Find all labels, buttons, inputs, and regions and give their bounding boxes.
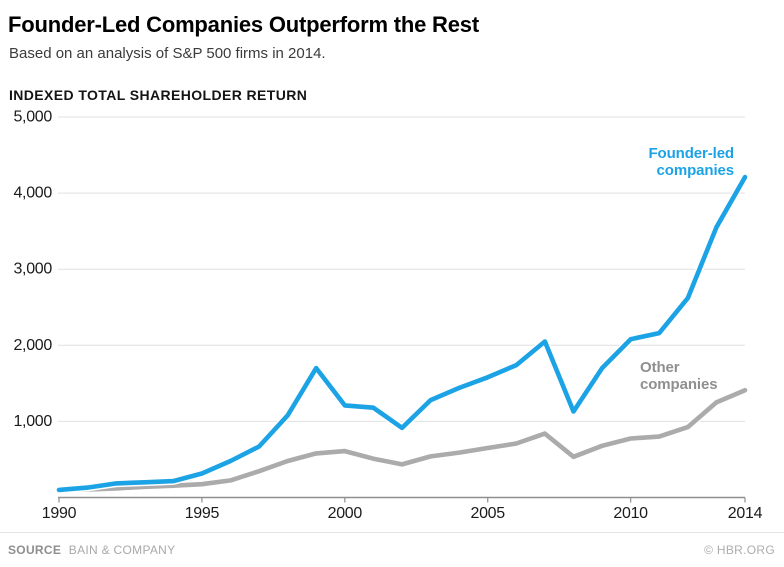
xtick-label-1990: 1990 (42, 505, 77, 522)
other-series-label-line2: companies (640, 376, 717, 393)
source: SOURCE BAIN & COMPANY (8, 543, 175, 557)
xtick-label-2005: 2005 (470, 505, 505, 522)
footer: SOURCE BAIN & COMPANY © HBR.ORG (8, 543, 775, 557)
founder-led-series-label-line1: Founder-led (648, 145, 734, 162)
other-companies-line-casing (55, 386, 749, 495)
other-companies-line (56, 387, 748, 493)
xtick-label-2010: 2010 (613, 505, 648, 522)
chart-title: Founder-Led Companies Outperform the Res… (8, 12, 479, 37)
xtick-label-2014: 2014 (728, 505, 763, 522)
ytick-label-2000: 2,000 (13, 337, 52, 354)
footer-divider (0, 532, 784, 533)
source-value: BAIN & COMPANY (68, 543, 176, 557)
xtick-label-2000: 2000 (328, 505, 363, 522)
founder-led-series-label-line2: companies (657, 162, 734, 179)
ytick-label-5000: 5,000 (13, 109, 52, 126)
source-label: SOURCE (8, 543, 62, 557)
ytick-label-4000: 4,000 (13, 185, 52, 202)
y-axis-heading: INDEXED TOTAL SHAREHOLDER RETURN (9, 87, 308, 103)
ytick-label-1000: 1,000 (13, 413, 52, 430)
chart-subtitle: Based on an analysis of S&P 500 firms in… (9, 45, 326, 62)
xtick-label-1995: 1995 (185, 505, 220, 522)
founder-led-companies-line (56, 174, 748, 493)
other-series-label-line1: Other (640, 359, 680, 376)
plot-area (55, 116, 749, 503)
credit-hbr: © HBR.ORG (704, 543, 775, 557)
founder-led-companies-line-casing (55, 173, 749, 494)
ytick-label-3000: 3,000 (13, 261, 52, 278)
